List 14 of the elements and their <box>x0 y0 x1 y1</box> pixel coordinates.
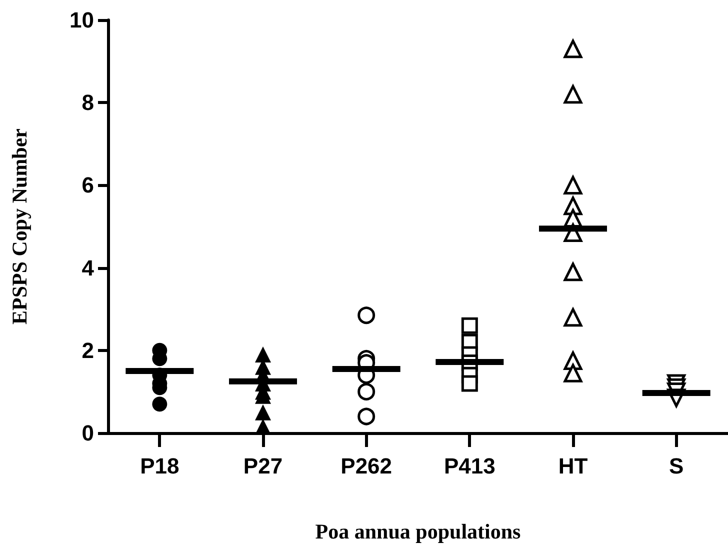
x-axis-title: Poa annua populations <box>315 520 521 544</box>
y-tick-label: 10 <box>70 8 94 32</box>
y-tick-label: 6 <box>82 172 94 198</box>
y-tick-label: 2 <box>82 338 94 363</box>
x-tick-label: S <box>668 454 684 478</box>
x-tick-label: HT <box>558 454 588 478</box>
x-tick-label: P18 <box>140 454 180 478</box>
y-tick-label: 0 <box>82 420 94 446</box>
y-tick-label: 8 <box>82 90 94 116</box>
x-tick-label: P27 <box>243 454 283 478</box>
y-tick-label: 4 <box>82 255 95 280</box>
x-tick-label: P262 <box>340 454 392 478</box>
x-tick-label: P413 <box>444 454 496 478</box>
y-axis-title: EPSPS Copy Number <box>8 128 32 325</box>
